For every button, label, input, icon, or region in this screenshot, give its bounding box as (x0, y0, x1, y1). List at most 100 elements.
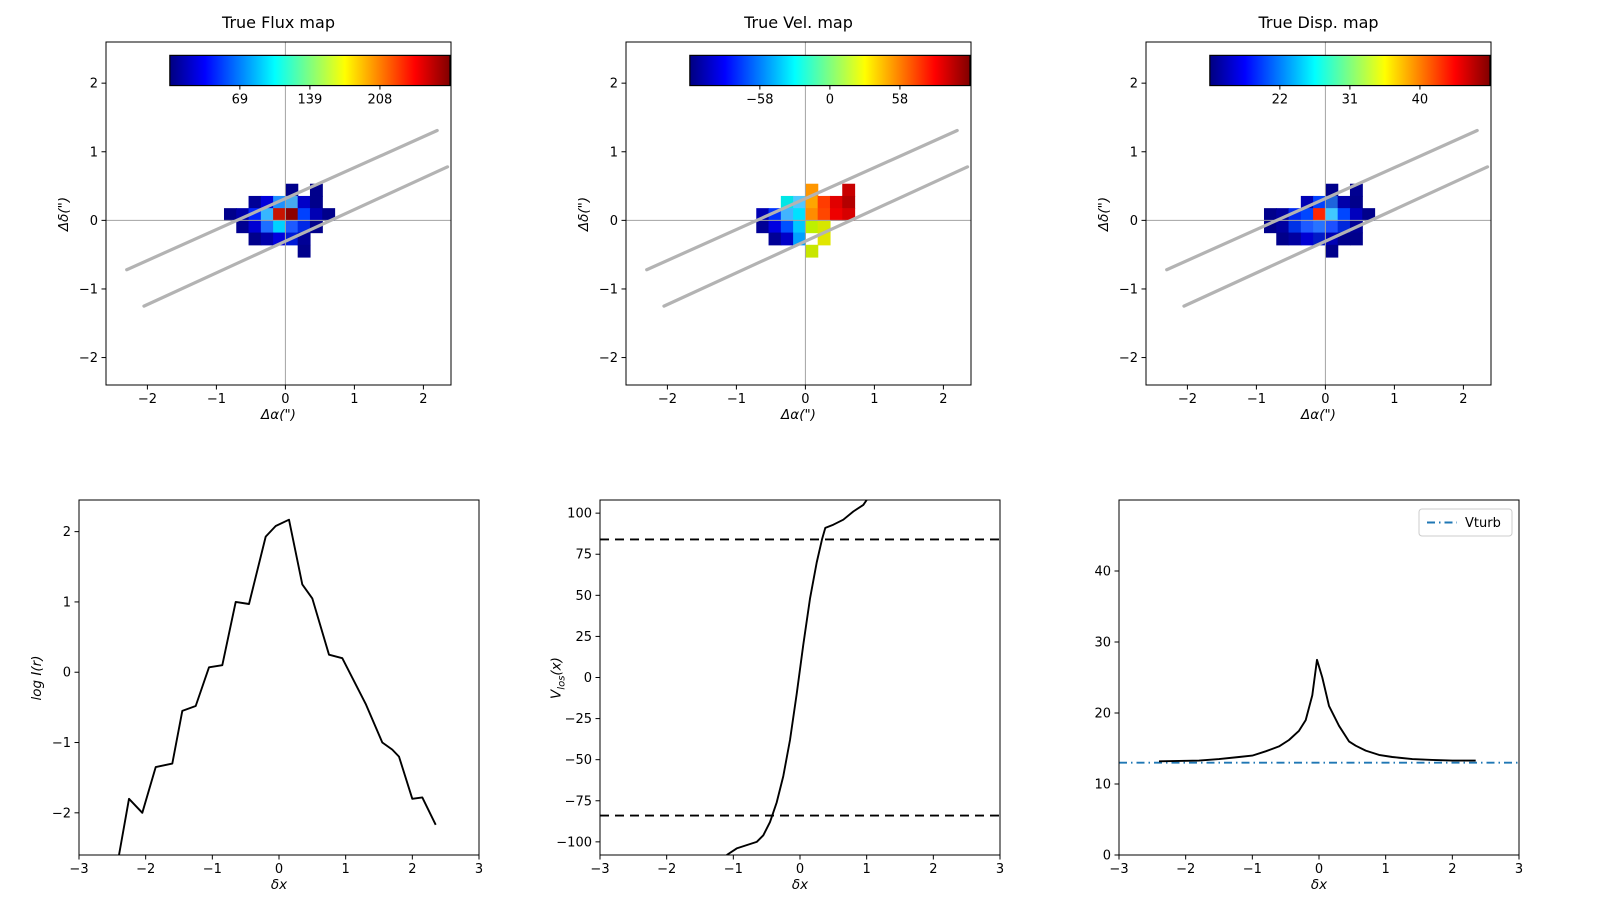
map-pixel (248, 220, 262, 234)
map-pixel (1349, 232, 1363, 246)
map-pixel (1313, 220, 1326, 234)
y-tick-label: −1 (52, 736, 71, 751)
axes-spines (625, 41, 972, 386)
map-pixel (1300, 208, 1314, 221)
legend: Vturb (1418, 508, 1513, 537)
x-tick-label: 0 (796, 862, 804, 877)
map-pixel (273, 208, 286, 221)
y-tick-label: −2 (79, 351, 98, 366)
y-tick-label: 0 (1103, 849, 1111, 864)
colorbar-tick-label: 31 (1342, 93, 1359, 108)
colorbar-tick-label: 22 (1272, 93, 1289, 108)
slit-line (1182, 165, 1490, 308)
velocity-map-xlabel: Δα(") (781, 407, 816, 423)
map-pixel (1337, 195, 1351, 209)
y-tick-label: 0 (584, 671, 592, 686)
map-pixel (260, 232, 274, 246)
map-pixel (780, 232, 794, 246)
y-tick-label: −1 (79, 282, 98, 297)
y-tick-label: −100 (556, 835, 592, 850)
x-tick-label: 2 (1459, 392, 1467, 407)
x-tick-label: 2 (939, 392, 947, 407)
map-pixel (805, 244, 819, 258)
map-pixel (842, 183, 856, 197)
dispersion-map-xlabel: Δα(") (1301, 407, 1336, 423)
x-tick-label: 1 (342, 862, 350, 877)
x-tick-label: −1 (1247, 392, 1266, 407)
map-pixel (768, 220, 782, 234)
brightness-profile-ylabel: log I(r) (29, 655, 45, 700)
map-pixel (309, 208, 323, 221)
x-tick-label: 0 (801, 392, 809, 407)
slit-line (125, 128, 439, 272)
y-tick-label: 2 (610, 77, 618, 92)
dispersion-profile-xlabel: δx (1310, 877, 1328, 893)
velocity-profile-xlabel: δx (791, 877, 809, 893)
map-pixel (817, 208, 831, 221)
y-tick-label: 1 (90, 145, 98, 160)
flux-map-xlabel: Δα(") (261, 407, 296, 423)
x-tick-label: 1 (863, 862, 871, 877)
slit-line (142, 165, 450, 308)
y-tick-label: −75 (565, 794, 592, 809)
y-tick-label: 75 (575, 548, 592, 563)
x-tick-label: 2 (1448, 862, 1456, 877)
x-tick-label: −1 (207, 392, 226, 407)
dispersion-map-plot: 22 31 40 −2 −1 0 1 2 −2 −1 0 1 2 (1119, 41, 1492, 407)
axes-spines (78, 499, 480, 856)
map-pixel (1263, 208, 1277, 221)
x-tick-label: −2 (657, 862, 676, 877)
x-tick-label: 2 (408, 862, 416, 877)
plot-area (600, 500, 1000, 855)
map-pixel (793, 220, 806, 234)
x-tick-label: −2 (1176, 862, 1195, 877)
map-pixel (273, 220, 286, 234)
dispersion-map-panel: True Disp. map Δδ(") Δα(") 22 31 40 −2 −1 0 1 2… (1096, 13, 1492, 423)
map-pixel (1276, 220, 1290, 234)
x-tick-label: −3 (1109, 862, 1128, 877)
map-pixel (829, 208, 843, 221)
map-pixel (260, 208, 274, 221)
map-pixel (309, 195, 323, 209)
velocity-map-title: True Vel. map (744, 13, 853, 32)
x-tick-label: −1 (203, 862, 222, 877)
map-pixel (1276, 232, 1290, 246)
vlos-argument: (x) (548, 656, 565, 676)
colorbar (689, 54, 971, 87)
surface-brightness-profile (118, 518, 437, 855)
colorbar (1209, 54, 1491, 87)
axes-spines (1145, 41, 1492, 386)
map-pixel (1349, 195, 1363, 209)
axes-spines (1118, 499, 1520, 856)
map-pixel (285, 220, 299, 234)
dispersion-map-ylabel: Δδ(") (1096, 196, 1112, 231)
velocity-map-panel: True Vel. map Δδ(") Δα(") −58 0 58 −2 −1 0 1 2−… (576, 13, 972, 423)
axes-spines (105, 41, 452, 386)
x-tick-label: 0 (281, 392, 289, 407)
dispersion-map-title: True Disp. map (1258, 13, 1379, 32)
map-pixel (805, 220, 819, 234)
x-tick-label: 2 (929, 862, 937, 877)
y-tick-label: 2 (1130, 77, 1138, 92)
map-pixel (1288, 232, 1302, 246)
x-tick-label: 0 (1315, 862, 1323, 877)
y-tick-label: −1 (1119, 282, 1138, 297)
plot-area (1119, 658, 1519, 764)
map-pixel (780, 220, 794, 234)
y-tick-label: 2 (90, 77, 98, 92)
map-pixel (1325, 208, 1339, 221)
y-tick-label: 0 (610, 214, 618, 229)
x-tick-label: 3 (475, 862, 483, 877)
y-tick-label: 0 (63, 666, 71, 681)
map-pixel (842, 208, 856, 221)
y-tick-label: 30 (1094, 636, 1111, 651)
velocity-map-ylabel: Δδ(") (576, 196, 592, 231)
map-pixel (1325, 220, 1339, 234)
map-pixel (842, 195, 856, 209)
x-tick-label: −2 (1178, 392, 1197, 407)
dispersion-profile-panel: δx Vturb −3 −2 −1 0 1 2 3 0 10 20 30 40 (1094, 499, 1523, 893)
map-pixel (805, 195, 819, 209)
colorbar-tick-label: 69 (232, 93, 249, 108)
